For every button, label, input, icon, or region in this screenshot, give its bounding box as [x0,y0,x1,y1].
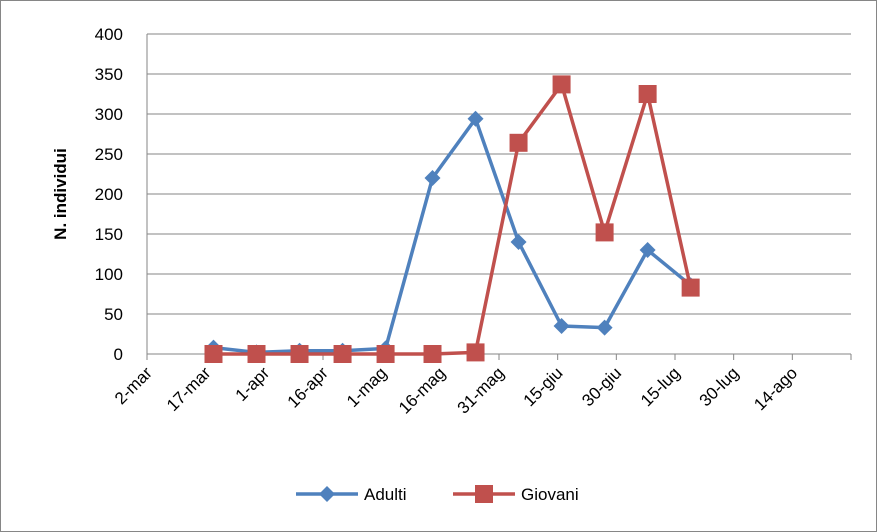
y-tick-label: 350 [95,65,123,84]
data-point-giovani [204,345,223,363]
legend-swatch-marker [475,485,493,503]
series-layer [204,75,700,363]
y-tick-label: 200 [95,185,123,204]
data-point-giovani [681,278,700,297]
y-tick-label: 250 [95,145,123,164]
y-tick-label: 150 [95,225,123,244]
legend-item-giovani: Giovani [453,485,579,504]
y-tick-label: 400 [95,25,123,44]
legend-label: Adulti [364,485,407,504]
data-point-giovani [247,345,266,363]
data-point-adulti [639,242,656,258]
y-tick-label: 50 [104,305,123,324]
data-point-giovani [509,133,528,152]
data-point-giovani [595,223,614,242]
y-axis-title: N. individui [51,148,70,240]
y-tick-label: 100 [95,265,123,284]
data-point-adulti [596,319,613,336]
data-point-adulti [553,318,570,334]
data-point-giovani [552,75,571,94]
y-tick-label: 300 [95,105,123,124]
legend: Adulti Giovani [296,485,579,504]
data-point-giovani [376,345,395,363]
y-tick-label: 0 [114,345,123,364]
data-point-giovani [423,345,442,363]
data-point-adulti [424,170,441,186]
data-point-giovani [466,343,485,362]
legend-item-adulti: Adulti [296,485,407,504]
gridlines [146,33,852,360]
data-point-giovani [290,345,309,363]
series-giovani [204,75,700,363]
legend-label: Giovani [521,485,579,504]
data-point-giovani [333,345,352,363]
y-tick-labels: 0 50 100 150 200 250 300 350 400 [95,25,123,364]
legend-swatch-marker [319,486,335,502]
data-point-adulti [467,110,484,127]
data-point-adulti [510,234,527,250]
data-point-giovani [638,85,657,103]
